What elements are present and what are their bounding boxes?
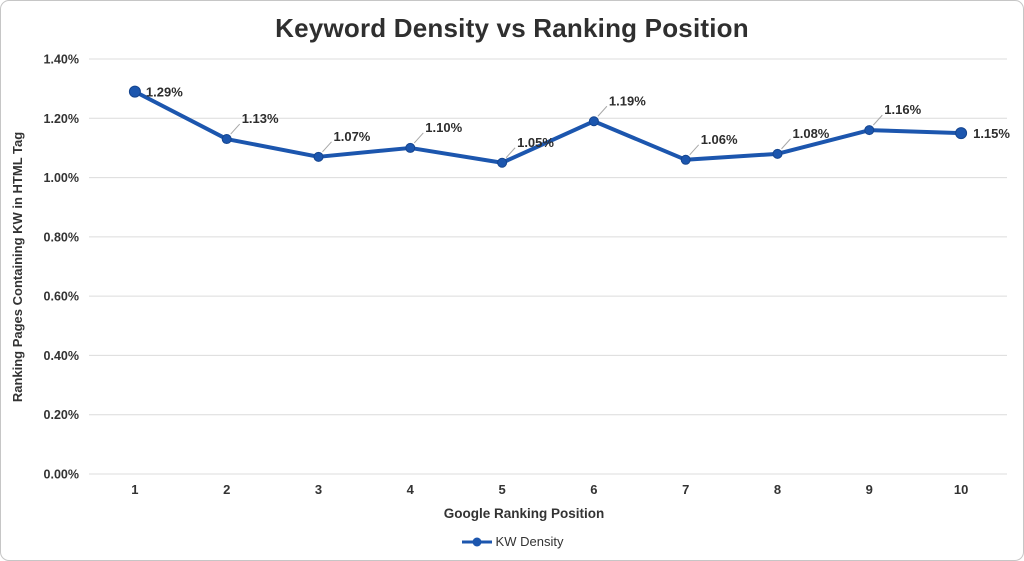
x-axis-title: Google Ranking Position xyxy=(443,506,605,521)
y-tick-label: 1.40% xyxy=(44,53,79,67)
data-point-marker xyxy=(405,142,416,153)
chart-title: Keyword Density vs Ranking Position xyxy=(275,13,749,43)
data-point-marker xyxy=(864,125,875,136)
data-point-label: 1.13% xyxy=(242,111,279,126)
data-point-marker xyxy=(313,151,324,162)
x-tick-label: 6 xyxy=(590,482,597,497)
data-point-marker xyxy=(772,148,783,159)
label-leader-line xyxy=(505,147,516,159)
legend-dot xyxy=(472,537,482,546)
data-point-label: 1.19% xyxy=(609,93,646,108)
label-leader-line xyxy=(872,114,883,126)
data-point-marker xyxy=(221,134,232,145)
x-tick-label: 2 xyxy=(223,482,230,497)
y-tick-label: 0.20% xyxy=(44,408,79,422)
data-point-marker xyxy=(680,154,691,165)
label-leader-line xyxy=(689,144,700,156)
series-line xyxy=(132,89,964,165)
y-tick-label: 1.20% xyxy=(44,112,79,126)
data-point-label: 1.29% xyxy=(146,85,183,100)
label-leader-line xyxy=(413,132,424,144)
x-tick-label: 10 xyxy=(954,482,968,497)
x-tick-label: 3 xyxy=(315,482,322,497)
data-point-label: 1.16% xyxy=(884,102,921,117)
legend-line-marker-icon xyxy=(461,536,493,548)
x-tick-label: 7 xyxy=(682,482,689,497)
data-point-marker xyxy=(128,85,141,98)
data-point-label: 1.06% xyxy=(701,132,738,147)
x-tick-label: 4 xyxy=(407,482,415,497)
x-tick-label: 5 xyxy=(498,482,505,497)
data-point-label: 1.05% xyxy=(517,135,554,150)
data-point-marker xyxy=(588,116,599,127)
x-tick-label: 8 xyxy=(774,482,781,497)
data-point-label: 1.10% xyxy=(425,120,462,135)
y-tick-label: 0.80% xyxy=(44,230,79,244)
y-tick-label: 0.00% xyxy=(44,468,79,482)
label-leader-line xyxy=(597,105,608,117)
legend: KW Density xyxy=(1,534,1023,549)
label-leader-line xyxy=(781,138,791,150)
y-tick-label: 1.00% xyxy=(44,171,79,185)
data-point-marker xyxy=(497,157,508,168)
data-point-label: 1.15% xyxy=(973,126,1010,141)
y-tick-label: 0.40% xyxy=(44,349,79,363)
x-tick-label: 1 xyxy=(131,482,138,497)
data-point-marker xyxy=(955,127,968,140)
x-tick-label: 9 xyxy=(866,482,873,497)
data-point-label: 1.08% xyxy=(793,126,830,141)
label-leader-line xyxy=(322,141,332,153)
label-leader-line xyxy=(230,123,241,135)
legend-series-label: KW Density xyxy=(495,534,564,549)
y-tick-label: 0.60% xyxy=(44,290,79,304)
data-point-label: 1.07% xyxy=(334,129,371,144)
